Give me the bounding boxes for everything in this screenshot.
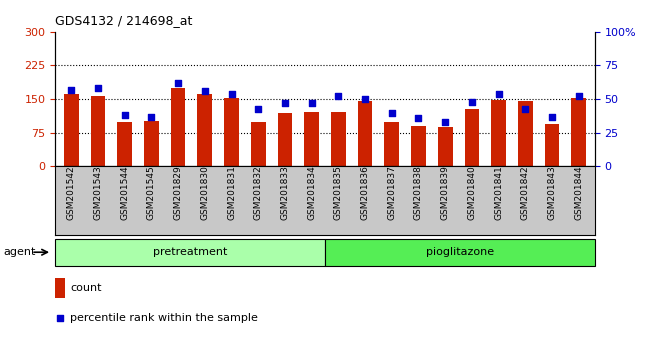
- Bar: [545, 124, 560, 166]
- Text: GDS4132 / 214698_at: GDS4132 / 214698_at: [55, 14, 192, 27]
- Bar: [518, 101, 532, 166]
- Bar: [278, 114, 292, 166]
- Bar: [465, 109, 479, 166]
- Point: [120, 113, 130, 118]
- Bar: [358, 101, 372, 166]
- Point: [226, 91, 237, 97]
- Bar: [384, 121, 399, 166]
- Text: pioglitazone: pioglitazone: [426, 247, 494, 257]
- Point: [573, 93, 584, 99]
- Point: [493, 91, 504, 97]
- Bar: [325, 239, 595, 266]
- Bar: [224, 98, 239, 166]
- Bar: [90, 96, 105, 166]
- Point: [467, 99, 477, 105]
- Bar: [571, 98, 586, 166]
- Point: [280, 100, 290, 106]
- Bar: [331, 112, 346, 166]
- Point: [520, 106, 530, 112]
- Text: pretreatment: pretreatment: [153, 247, 228, 257]
- Bar: [198, 94, 212, 166]
- Bar: [118, 121, 132, 166]
- Bar: [438, 127, 452, 166]
- Bar: [491, 100, 506, 166]
- Bar: [55, 278, 65, 298]
- Bar: [251, 121, 266, 166]
- Point: [333, 93, 344, 99]
- Point: [200, 88, 210, 94]
- Text: agent: agent: [3, 247, 36, 257]
- Bar: [304, 112, 319, 166]
- Point: [66, 87, 77, 92]
- Text: percentile rank within the sample: percentile rank within the sample: [70, 313, 258, 322]
- Point: [55, 315, 66, 320]
- Point: [547, 114, 557, 119]
- Point: [360, 96, 370, 102]
- Text: count: count: [70, 283, 102, 293]
- Point: [173, 80, 183, 86]
- Point: [413, 115, 424, 121]
- Point: [306, 100, 317, 106]
- Bar: [55, 239, 325, 266]
- Point: [440, 119, 450, 125]
- Bar: [144, 121, 159, 166]
- Bar: [64, 94, 79, 166]
- Bar: [411, 126, 426, 166]
- Point: [387, 110, 397, 115]
- Point: [146, 114, 157, 119]
- Point: [253, 106, 263, 112]
- Point: [93, 86, 103, 91]
- Bar: [171, 88, 185, 166]
